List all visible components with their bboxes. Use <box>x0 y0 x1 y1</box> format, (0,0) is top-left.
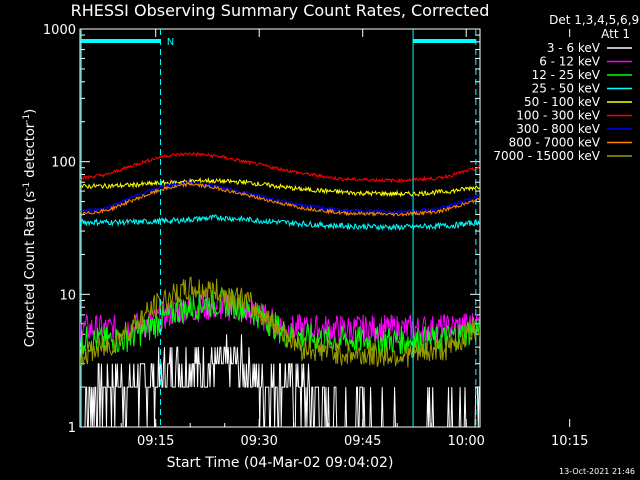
series-line-5 <box>80 151 480 184</box>
legend-label-2: 12 - 25 keV <box>532 68 601 82</box>
y-tick-label-1: 10 <box>59 288 76 303</box>
x-tick-label-4: 10:15 <box>551 434 588 449</box>
x-axis-label: Start Time (04-Mar-02 09:04:02) <box>167 455 394 471</box>
y-tick-label-0: 1 <box>68 421 76 436</box>
x-tick-label-2: 09:45 <box>344 434 381 449</box>
footer-date: 13-Oct-2021 21:46 <box>559 467 635 476</box>
attenuator-bar-0 <box>81 39 161 43</box>
legend-label-7: 800 - 7000 keV <box>509 136 601 150</box>
legend-header-att: Att 1 <box>601 27 630 41</box>
attenuator-markers: N <box>80 29 477 427</box>
y-tick-label-2: 100 <box>51 156 76 171</box>
legend-label-8: 7000 - 15000 keV <box>493 149 600 163</box>
y-tick-label-3: 1000 <box>43 23 76 38</box>
y-axis-ticks: 1 10 100 1000 <box>43 23 480 436</box>
legend-header-dets: Det 1,3,4,5,6,9, <box>549 13 640 27</box>
legend-label-6: 300 - 800 keV <box>516 122 600 136</box>
legend-label-5: 100 - 300 keV <box>516 109 600 123</box>
attenuator-bar-1 <box>413 39 476 43</box>
legend-label-1: 6 - 12 keV <box>539 55 601 69</box>
series-layer <box>80 151 480 427</box>
chart-title: RHESSI Observing Summary Count Rates, Co… <box>71 1 490 20</box>
annotation-n: N <box>167 37 174 48</box>
legend-label-3: 25 - 50 keV <box>532 82 601 96</box>
x-tick-label-3: 10:00 <box>447 434 484 449</box>
legend-label-0: 3 - 6 keV <box>547 41 601 55</box>
legend-label-4: 50 - 100 keV <box>524 95 601 109</box>
y-axis-label: Corrected Count Rate (s-1 detector-1) <box>22 109 38 347</box>
x-tick-label-1: 09:30 <box>240 434 277 449</box>
series-line-0 <box>80 334 480 427</box>
plot-frame <box>79 28 481 428</box>
series-line-3 <box>80 214 480 231</box>
x-tick-label-0: 09:15 <box>137 434 174 449</box>
